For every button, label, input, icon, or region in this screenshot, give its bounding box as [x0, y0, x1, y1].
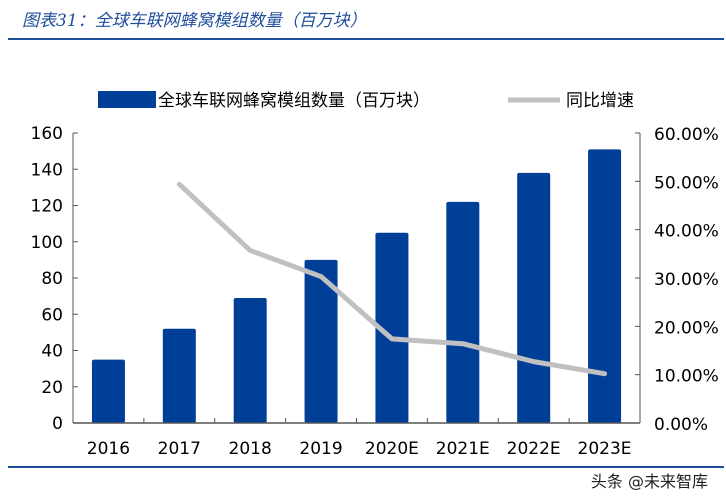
bar-2019	[304, 259, 338, 423]
legend-swatch-bars	[98, 91, 156, 108]
bar-2017	[162, 328, 196, 423]
x-tick-label: 2022E	[507, 439, 561, 459]
bar-2022E	[517, 172, 551, 423]
right-tick-label: 40.00%	[654, 222, 719, 242]
bottom-rule	[8, 466, 724, 468]
x-tick-label: 2021E	[436, 439, 490, 459]
left-tick-label: 80	[41, 269, 63, 289]
right-tick-label: 10.00%	[654, 367, 719, 387]
right-tick-label: 0.00%	[654, 415, 708, 435]
bar-2023E	[588, 149, 622, 423]
left-tick-label: 0	[52, 414, 63, 434]
x-tick-label: 2019	[299, 439, 342, 459]
x-tick-label: 2020E	[365, 439, 419, 459]
left-tick-label: 100	[31, 233, 63, 253]
right-tick-label: 20.00%	[654, 318, 719, 338]
x-tick-label: 2018	[229, 439, 272, 459]
bar-2018	[233, 297, 267, 423]
figure-title: 图表31：全球车联网蜂窝模组数量（百万块）	[22, 11, 367, 31]
watermark: 头条 @未来智库	[590, 472, 708, 491]
bar-2016	[91, 359, 125, 423]
x-tick-label: 2023E	[578, 439, 632, 459]
left-tick-label: 120	[31, 197, 63, 217]
right-tick-label: 50.00%	[654, 173, 719, 193]
left-tick-label: 140	[31, 160, 63, 180]
x-tick-label: 2017	[158, 439, 201, 459]
legend-label-line: 同比增速	[566, 91, 634, 111]
x-tick-label: 2016	[87, 439, 130, 459]
legend-label-bars: 全球车联网蜂窝模组数量（百万块）	[158, 91, 430, 111]
bar-2021E	[446, 201, 480, 423]
top-rule	[8, 38, 724, 40]
right-tick-label: 60.00%	[654, 125, 719, 145]
right-tick-label: 30.00%	[654, 270, 719, 290]
left-tick-label: 40	[41, 342, 63, 362]
bar-2020E	[375, 232, 409, 423]
left-tick-label: 60	[41, 305, 63, 325]
left-tick-label: 160	[31, 124, 63, 144]
left-tick-label: 20	[41, 378, 63, 398]
